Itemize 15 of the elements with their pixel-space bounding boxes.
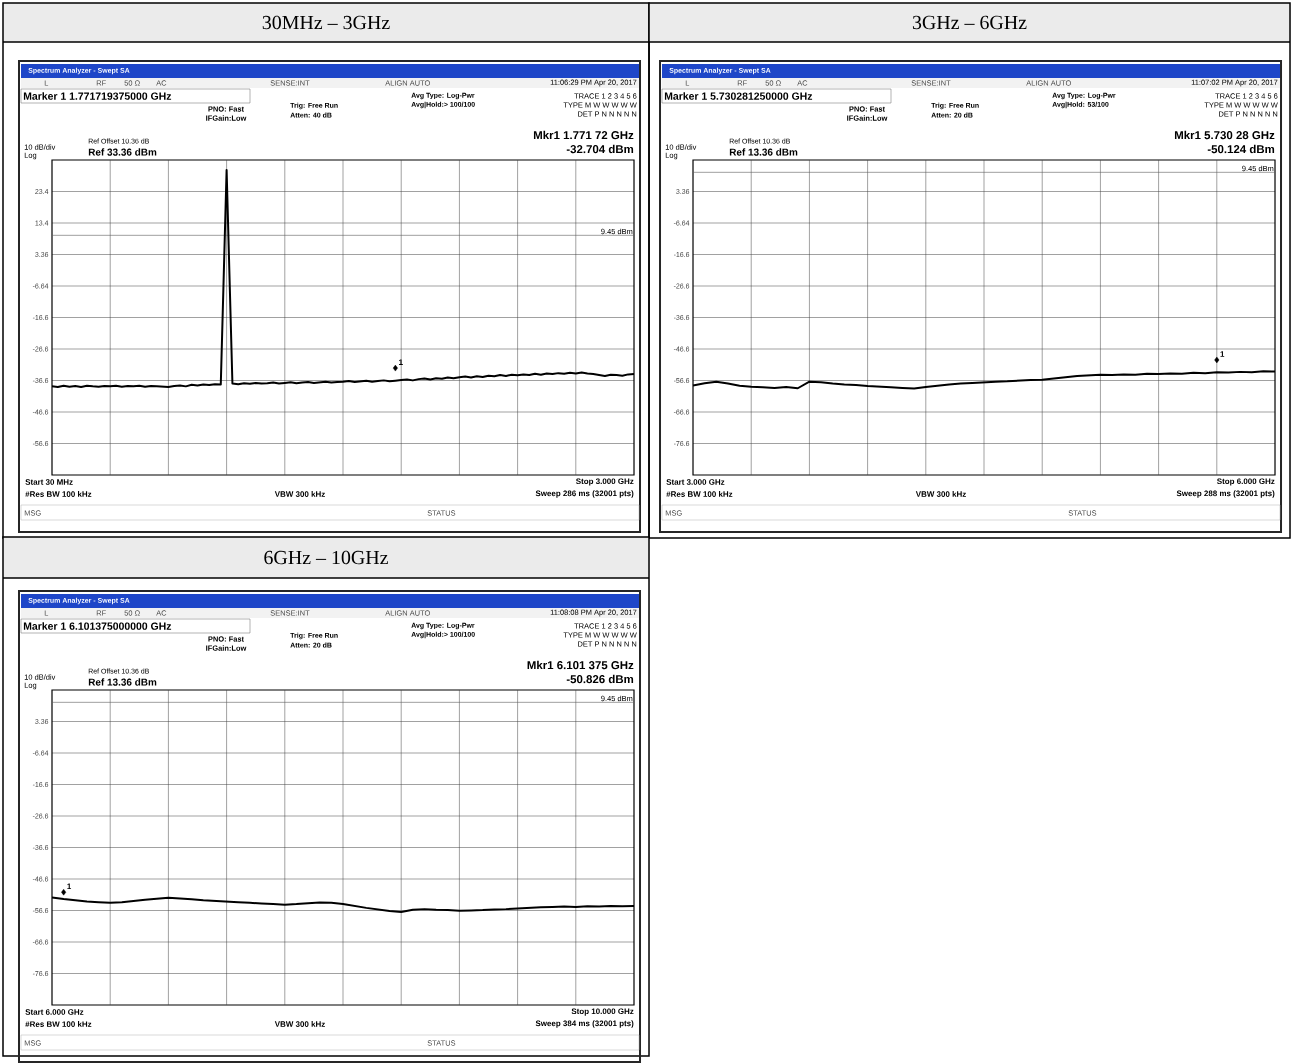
chart-title: 6GHz – 10GHz bbox=[264, 550, 388, 565]
text: Marker 1 1.771719375000 GHz bbox=[23, 92, 172, 100]
text: Mkr1 6.101 375 GHz bbox=[527, 660, 634, 670]
text: Mkr1 5.730 28 GHz bbox=[1174, 130, 1275, 140]
text: -32.704 dBm bbox=[566, 144, 634, 154]
text: -50.826 dBm bbox=[566, 674, 634, 684]
text: Ref 13.36 dBm bbox=[88, 678, 157, 686]
chart-title: 3GHz – 6GHz bbox=[912, 15, 1027, 30]
text: Marker 1 5.730281250000 GHz bbox=[664, 92, 813, 100]
text: Ref 33.36 dBm bbox=[88, 148, 157, 156]
text: Mkr1 1.771 72 GHz bbox=[533, 130, 634, 140]
text: -50.124 dBm bbox=[1207, 144, 1275, 154]
text: Ref 13.36 dBm bbox=[729, 148, 798, 156]
text: Marker 1 6.101375000000 GHz bbox=[23, 622, 172, 630]
chart-title: 30MHz – 3GHz bbox=[262, 15, 390, 30]
